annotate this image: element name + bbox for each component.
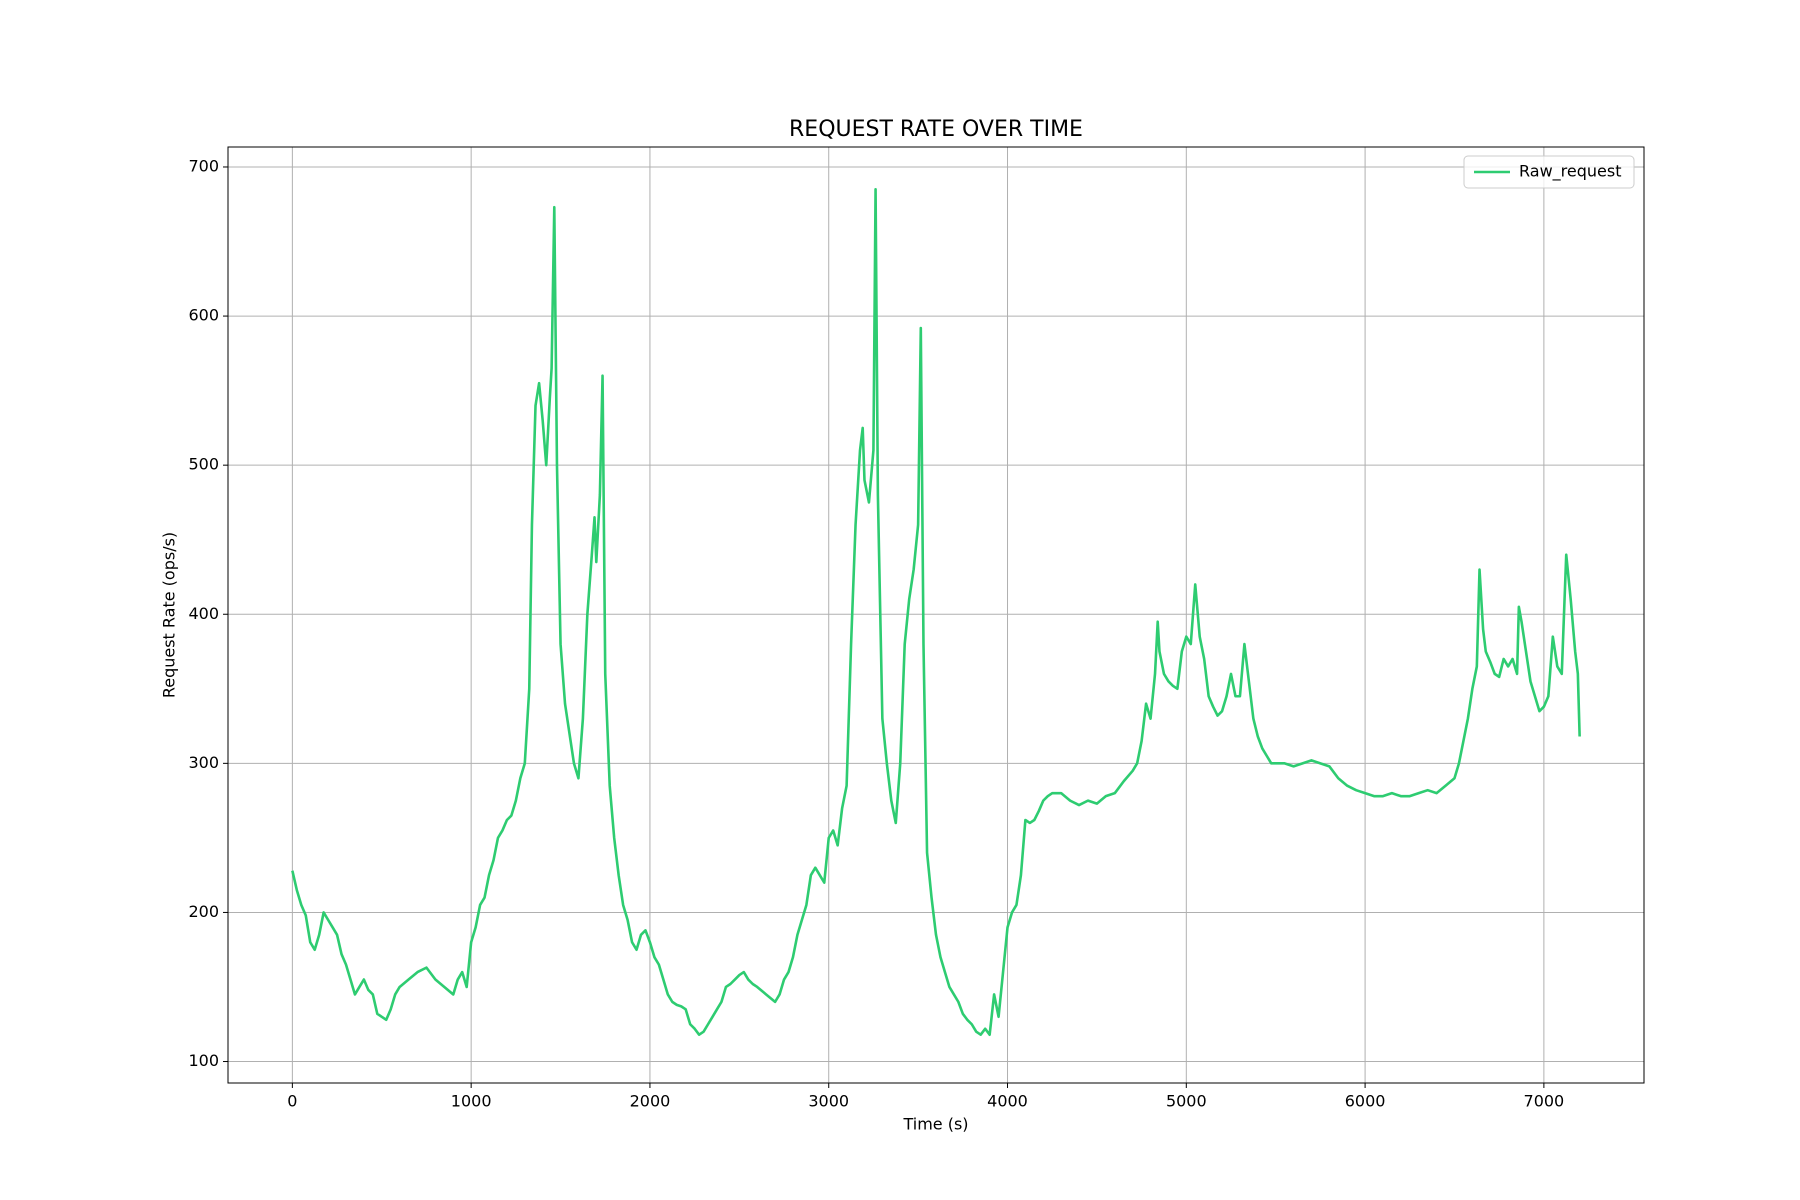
legend-label: Raw_request	[1519, 162, 1621, 182]
y-tick-label: 100	[188, 1051, 219, 1070]
x-tick-label: 2000	[630, 1092, 671, 1111]
data-line	[291, 188, 1581, 1036]
x-tick-label: 5000	[1166, 1092, 1207, 1111]
y-axis-label: Request Rate (ops/s)	[160, 532, 179, 698]
x-tick-label: 0	[287, 1092, 297, 1111]
y-tick-label: 600	[188, 306, 219, 325]
y-tick-label: 500	[188, 455, 219, 474]
axes-frame	[227, 146, 1645, 1084]
x-tick-label: 6000	[1345, 1092, 1386, 1111]
y-tick-label: 700	[188, 156, 219, 175]
y-tick-label: 300	[188, 753, 219, 772]
x-tick-label: 4000	[987, 1092, 1028, 1111]
legend-box	[1463, 155, 1635, 189]
x-tick-label: 1000	[451, 1092, 492, 1111]
x-tick-label: 3000	[808, 1092, 849, 1111]
x-tick-label: 7000	[1524, 1092, 1565, 1111]
chart-title: REQUEST RATE OVER TIME	[789, 117, 1083, 142]
x-axis-label: Time (s)	[902, 1115, 968, 1134]
y-tick-label: 400	[188, 604, 219, 623]
y-tick-label: 200	[188, 902, 219, 921]
